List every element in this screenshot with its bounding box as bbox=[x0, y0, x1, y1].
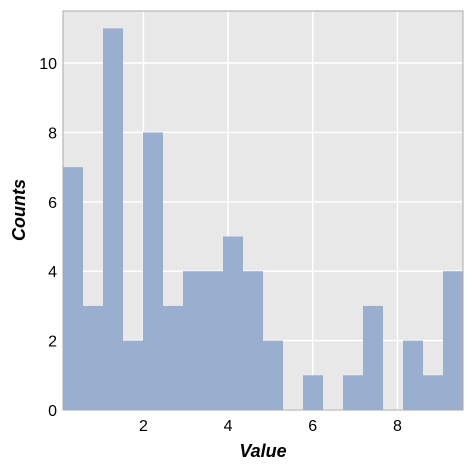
histogram-bar bbox=[223, 236, 243, 410]
histogram-bar bbox=[303, 375, 323, 410]
y-tick-label: 10 bbox=[39, 56, 57, 73]
histogram-bar bbox=[243, 271, 263, 410]
y-tick-label: 6 bbox=[48, 195, 57, 212]
histogram-bar bbox=[163, 305, 183, 410]
y-axis-ticks: 0 2 4 6 8 10 bbox=[39, 56, 57, 420]
x-axis-ticks: 2 4 6 8 bbox=[139, 418, 402, 435]
histogram-bar bbox=[263, 340, 283, 410]
histogram-bar bbox=[203, 271, 223, 410]
y-tick-label: 4 bbox=[48, 264, 57, 281]
histogram-bar bbox=[423, 375, 443, 410]
y-tick-label: 8 bbox=[48, 125, 57, 142]
x-tick-label: 2 bbox=[139, 418, 148, 435]
histogram-bar bbox=[83, 305, 103, 410]
histogram-bars bbox=[63, 28, 463, 410]
histogram-bar bbox=[143, 132, 163, 410]
histogram-bar bbox=[363, 305, 383, 410]
y-tick-label: 2 bbox=[48, 334, 57, 351]
x-tick-label: 8 bbox=[393, 418, 402, 435]
plot-frame bbox=[62, 10, 464, 411]
y-axis-label: Counts bbox=[9, 179, 29, 241]
histogram-bar bbox=[403, 340, 423, 410]
histogram-bar bbox=[103, 28, 123, 410]
histogram-bar bbox=[123, 340, 143, 410]
x-axis-label: Value bbox=[239, 441, 286, 461]
histogram-bar bbox=[183, 271, 203, 410]
histogram-bar bbox=[63, 167, 83, 410]
x-tick-label: 6 bbox=[308, 418, 317, 435]
y-tick-label: 0 bbox=[48, 403, 57, 420]
histogram-bar bbox=[443, 271, 463, 410]
x-tick-label: 4 bbox=[224, 418, 233, 435]
histogram-bar bbox=[343, 375, 363, 410]
